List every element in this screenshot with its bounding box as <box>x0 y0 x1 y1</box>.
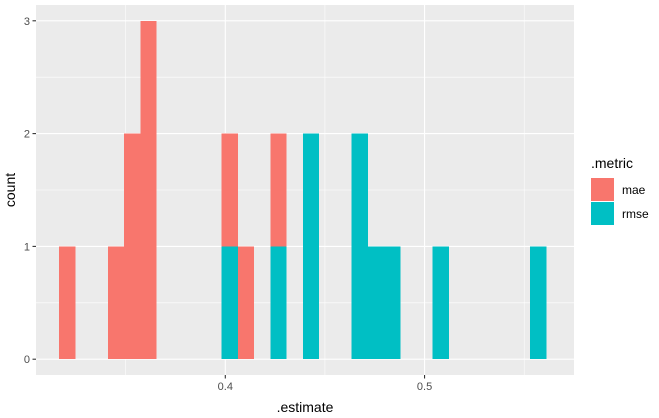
bars <box>59 20 547 360</box>
y-axis-title: count <box>2 173 18 207</box>
bar-mae <box>140 20 157 360</box>
bar-mae <box>270 133 287 247</box>
axes: 0.4 0.5 0 1 2 3 <box>24 16 432 393</box>
x-axis-title: .estimate <box>277 399 334 415</box>
bar-mae <box>221 133 238 247</box>
bar-rmse <box>270 246 287 360</box>
x-tick-label: 0.5 <box>417 381 432 393</box>
legend-key-mae <box>591 178 614 201</box>
bar-mae <box>237 246 255 360</box>
bar-rmse <box>384 246 401 360</box>
y-tick-label: 1 <box>24 241 30 253</box>
bar-mae <box>59 246 76 360</box>
bar-mae <box>107 246 125 360</box>
legend: .metric mae rmse <box>591 155 649 225</box>
bar-rmse <box>302 133 320 360</box>
bar-rmse <box>432 246 449 360</box>
bar-rmse <box>351 133 368 360</box>
legend-key-rmse <box>591 202 614 225</box>
y-tick-label: 0 <box>24 354 30 366</box>
bar-rmse <box>367 246 385 360</box>
bar-rmse <box>530 246 547 360</box>
y-tick-label: 2 <box>24 129 30 141</box>
legend-title: .metric <box>591 155 633 171</box>
y-tick-label: 3 <box>24 16 30 28</box>
legend-label-rmse: rmse <box>622 207 649 221</box>
bar-mae <box>124 133 141 360</box>
legend-label-mae: mae <box>622 183 646 197</box>
x-tick-label: 0.4 <box>218 381 233 393</box>
bar-rmse <box>221 246 238 360</box>
